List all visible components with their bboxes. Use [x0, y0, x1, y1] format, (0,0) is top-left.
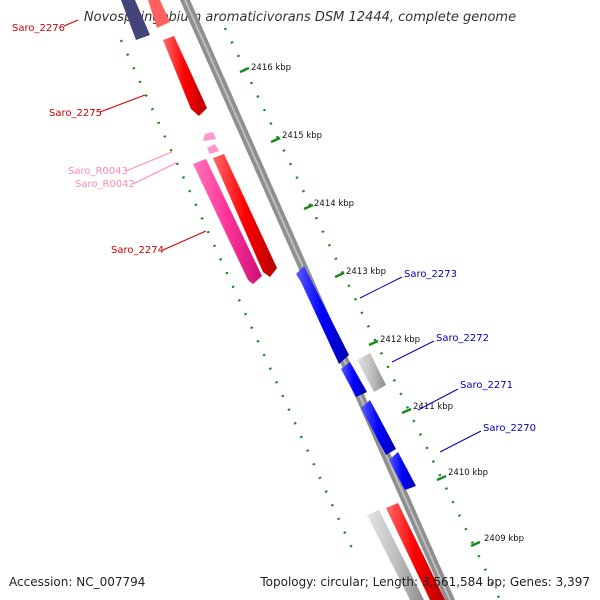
gene-label-saro-r0043[interactable]: Saro_R0043 [68, 166, 128, 177]
rna-saro-r0043[interactable] [203, 132, 216, 141]
scale-label-2412: 2412 kbp [380, 335, 420, 345]
rna-saro-r0042[interactable] [207, 144, 219, 154]
gene-forward-cds[interactable] [213, 154, 277, 277]
reverse-strand-features [296, 266, 416, 490]
rna-saro-2274[interactable] [193, 159, 262, 284]
feature-grey-lower[interactable] [367, 510, 424, 600]
scale-label-2414: 2414 kbp [314, 199, 354, 209]
accession-label: Accession: NC_007794 [9, 575, 146, 589]
gene-label-saro-2271[interactable]: Saro_2271 [460, 380, 513, 391]
gene-reverse-cds-lower[interactable] [389, 452, 416, 490]
scale-ticks [239, 66, 481, 548]
gene-saro-2276[interactable] [121, 0, 150, 40]
scale-label-2415: 2415 kbp [282, 131, 322, 141]
genome-summary: Topology: circular; Length: 3,561,584 bp… [260, 575, 590, 589]
gene-forward-cds-lower[interactable] [386, 503, 445, 600]
gene-saro-2275[interactable] [163, 36, 207, 116]
scale-label-2416: 2416 kbp [251, 63, 291, 73]
scale-label-2411: 2411 kbp [413, 402, 453, 412]
scale-label-2409: 2409 kbp [484, 534, 524, 544]
gene-saro-2273[interactable] [296, 266, 349, 364]
gene-label-saro-2270[interactable]: Saro_2270 [483, 423, 536, 434]
gene-saro-2270[interactable] [361, 400, 396, 455]
scale-label-2410: 2410 kbp [448, 468, 488, 478]
gene-label-saro-2275[interactable]: Saro_2275 [49, 108, 102, 119]
gene-label-saro-2272[interactable]: Saro_2272 [436, 333, 489, 344]
gene-saro-2271[interactable] [341, 362, 367, 397]
scale-label-2413: 2413 kbp [346, 267, 386, 277]
feature-saro-2272[interactable] [357, 353, 386, 392]
forward-strand-features [121, 0, 445, 600]
gene-label-saro-2274[interactable]: Saro_2274 [111, 245, 164, 256]
gene-label-saro-r0042[interactable]: Saro_R0042 [75, 179, 135, 190]
gene-label-saro-2273[interactable]: Saro_2273 [404, 269, 457, 280]
scale-track-outer [223, 27, 502, 600]
gene-label-saro-2276[interactable]: Saro_2276 [12, 23, 65, 34]
